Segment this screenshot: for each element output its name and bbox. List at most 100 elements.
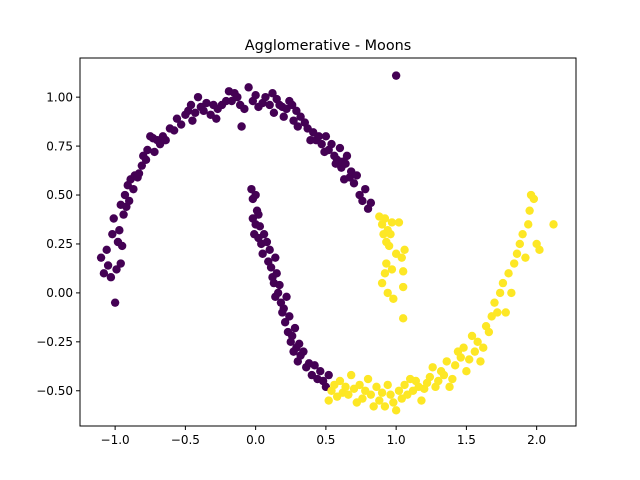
point-cluster-0 <box>293 122 302 131</box>
point-cluster-1 <box>344 390 353 399</box>
point-cluster-0 <box>124 196 134 206</box>
point-cluster-0 <box>265 100 274 110</box>
point-cluster-0 <box>119 210 128 219</box>
point-cluster-0 <box>292 106 301 116</box>
point-cluster-0 <box>103 261 113 270</box>
point-cluster-1 <box>382 259 391 268</box>
point-cluster-0 <box>251 90 260 100</box>
point-cluster-0 <box>327 139 336 149</box>
point-cluster-0 <box>193 92 203 102</box>
point-cluster-0 <box>161 136 170 145</box>
point-cluster-1 <box>529 194 539 204</box>
point-cluster-0 <box>299 347 308 356</box>
point-cluster-1 <box>387 265 397 274</box>
point-cluster-0 <box>273 288 283 298</box>
point-cluster-0 <box>272 269 281 278</box>
point-cluster-0 <box>262 237 272 247</box>
point-cluster-1 <box>521 253 530 262</box>
point-cluster-1 <box>383 288 392 298</box>
y-tick-label: 0.00 <box>46 286 73 300</box>
plot-frame <box>79 57 577 427</box>
point-cluster-1 <box>400 245 409 255</box>
point-cluster-0 <box>269 108 279 118</box>
point-cluster-0 <box>335 143 345 153</box>
point-cluster-0 <box>237 122 246 131</box>
point-cluster-1 <box>377 388 387 397</box>
point-cluster-0 <box>341 159 350 168</box>
point-cluster-0 <box>259 229 269 239</box>
point-cluster-1 <box>448 374 457 384</box>
point-cluster-0 <box>352 171 361 180</box>
point-cluster-0 <box>240 104 249 114</box>
point-cluster-1 <box>501 308 510 317</box>
point-cluster-1 <box>512 249 522 258</box>
point-cluster-1 <box>442 357 451 366</box>
point-cluster-0 <box>251 190 260 200</box>
point-cluster-0 <box>361 184 370 194</box>
point-cluster-1 <box>525 206 534 215</box>
point-cluster-1 <box>366 390 376 399</box>
point-cluster-1 <box>465 355 474 364</box>
point-cluster-0 <box>310 361 319 370</box>
point-cluster-0 <box>186 100 196 110</box>
point-cluster-1 <box>473 337 482 347</box>
point-cluster-0 <box>188 116 197 125</box>
x-tick-label: 0.5 <box>316 433 335 447</box>
point-cluster-1 <box>428 363 437 372</box>
point-cluster-1 <box>358 394 367 403</box>
point-cluster-0 <box>109 214 118 223</box>
point-cluster-1 <box>515 239 524 249</box>
point-cluster-0 <box>96 253 106 262</box>
point-cluster-0 <box>141 155 151 164</box>
point-cluster-1 <box>391 406 401 415</box>
point-cluster-1 <box>524 220 533 229</box>
point-cluster-1 <box>341 382 350 392</box>
point-cluster-1 <box>375 396 384 405</box>
point-cluster-0 <box>137 161 147 170</box>
x-tick-label: −1.0 <box>101 433 130 447</box>
point-cluster-1 <box>417 396 426 405</box>
point-cluster-1 <box>398 314 408 323</box>
point-cluster-1 <box>493 308 502 317</box>
point-cluster-1 <box>377 278 387 288</box>
point-cluster-0 <box>290 323 300 333</box>
point-cluster-0 <box>247 184 256 194</box>
point-cluster-0 <box>102 245 111 255</box>
point-cluster-1 <box>397 253 406 262</box>
point-cluster-1 <box>394 218 404 227</box>
point-cluster-1 <box>490 298 499 307</box>
chart-title: Agglomerative - Moons <box>245 38 412 54</box>
point-cluster-0 <box>134 169 144 178</box>
point-cluster-0 <box>316 366 325 376</box>
point-cluster-1 <box>507 288 516 298</box>
point-cluster-0 <box>120 190 130 200</box>
point-cluster-0 <box>279 112 288 121</box>
point-cluster-1 <box>346 370 356 380</box>
point-cluster-0 <box>110 298 120 307</box>
point-cluster-0 <box>349 179 359 188</box>
x-tick-label: −0.5 <box>171 433 200 447</box>
point-cluster-1 <box>484 327 494 337</box>
point-cluster-0 <box>176 120 186 129</box>
point-cluster-0 <box>116 259 125 268</box>
point-cluster-0 <box>268 89 277 98</box>
point-cluster-1 <box>384 241 394 251</box>
point-cluster-1 <box>439 370 449 380</box>
point-cluster-0 <box>233 92 242 102</box>
point-cluster-1 <box>459 343 468 352</box>
point-cluster-1 <box>394 386 404 395</box>
y-tick-label: −0.25 <box>36 335 73 349</box>
point-cluster-0 <box>172 114 182 123</box>
point-cluster-1 <box>518 229 527 239</box>
point-cluster-0 <box>244 83 253 92</box>
point-cluster-0 <box>254 210 263 219</box>
point-cluster-1 <box>386 390 395 399</box>
point-cluster-0 <box>282 292 291 302</box>
point-cluster-1 <box>380 402 390 411</box>
point-cluster-0 <box>285 312 294 321</box>
point-cluster-0 <box>366 198 376 208</box>
point-cluster-1 <box>380 269 390 278</box>
point-cluster-1 <box>535 245 544 255</box>
